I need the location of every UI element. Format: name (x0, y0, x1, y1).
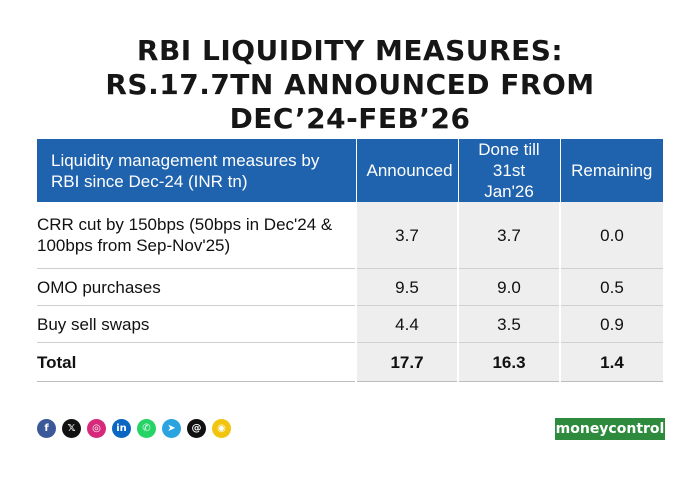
row-remaining: 0.5 (559, 268, 663, 306)
row-announced: 17.7 (355, 342, 458, 382)
row-measure: Total (37, 342, 356, 382)
header-announced: Announced (355, 139, 458, 202)
x-icon[interactable]: 𝕏 (62, 419, 81, 438)
header-remaining: Remaining (559, 139, 663, 202)
row-measure: Buy sell swaps (37, 305, 356, 343)
row-remaining: 0.0 (559, 202, 663, 269)
row-measure: CRR cut by 150bps (50bps in Dec'24 & 100… (37, 202, 356, 269)
row-announced: 4.4 (355, 305, 458, 343)
page-title-line-2: RS.17.7TN ANNOUNCED FROM (105, 68, 595, 101)
header-done: Done till 31st Jan'26 (457, 139, 560, 202)
table-row: CRR cut by 150bps (50bps in Dec'24 & 100… (37, 202, 663, 269)
row-done: 9.0 (457, 268, 560, 306)
row-measure: OMO purchases (37, 268, 356, 306)
row-announced: 9.5 (355, 268, 458, 306)
row-done: 3.5 (457, 305, 560, 343)
row-remaining: 1.4 (559, 342, 663, 382)
page-title-line-3: DEC’24-FEB’26 (229, 102, 471, 135)
table-total-row: Total 17.7 16.3 1.4 (37, 342, 663, 382)
liquidity-table: Liquidity management measures by RBI sin… (37, 139, 663, 382)
threads-icon[interactable]: @ (187, 419, 206, 438)
instagram-icon[interactable]: ◎ (87, 419, 106, 438)
moneycontrol-logo: moneycontrol (555, 418, 665, 440)
telegram-icon[interactable]: ➤ (162, 419, 181, 438)
row-done: 3.7 (457, 202, 560, 269)
row-done: 16.3 (457, 342, 560, 382)
row-remaining: 0.9 (559, 305, 663, 343)
header-measure: Liquidity management measures by RBI sin… (37, 139, 356, 202)
table-header-row: Liquidity management measures by RBI sin… (37, 139, 663, 202)
snapchat-icon[interactable]: ◉ (212, 419, 231, 438)
linkedin-icon[interactable]: in (112, 419, 131, 438)
row-announced: 3.7 (355, 202, 458, 269)
table-row: Buy sell swaps 4.4 3.5 0.9 (37, 305, 663, 343)
table-row: OMO purchases 9.5 9.0 0.5 (37, 268, 663, 306)
facebook-icon[interactable]: f (37, 419, 56, 438)
social-icons: f 𝕏 ◎ in ✆ ➤ @ ◉ (37, 419, 231, 438)
whatsapp-icon[interactable]: ✆ (137, 419, 156, 438)
page-title-line-1: RBI LIQUIDITY MEASURES: (136, 34, 564, 67)
